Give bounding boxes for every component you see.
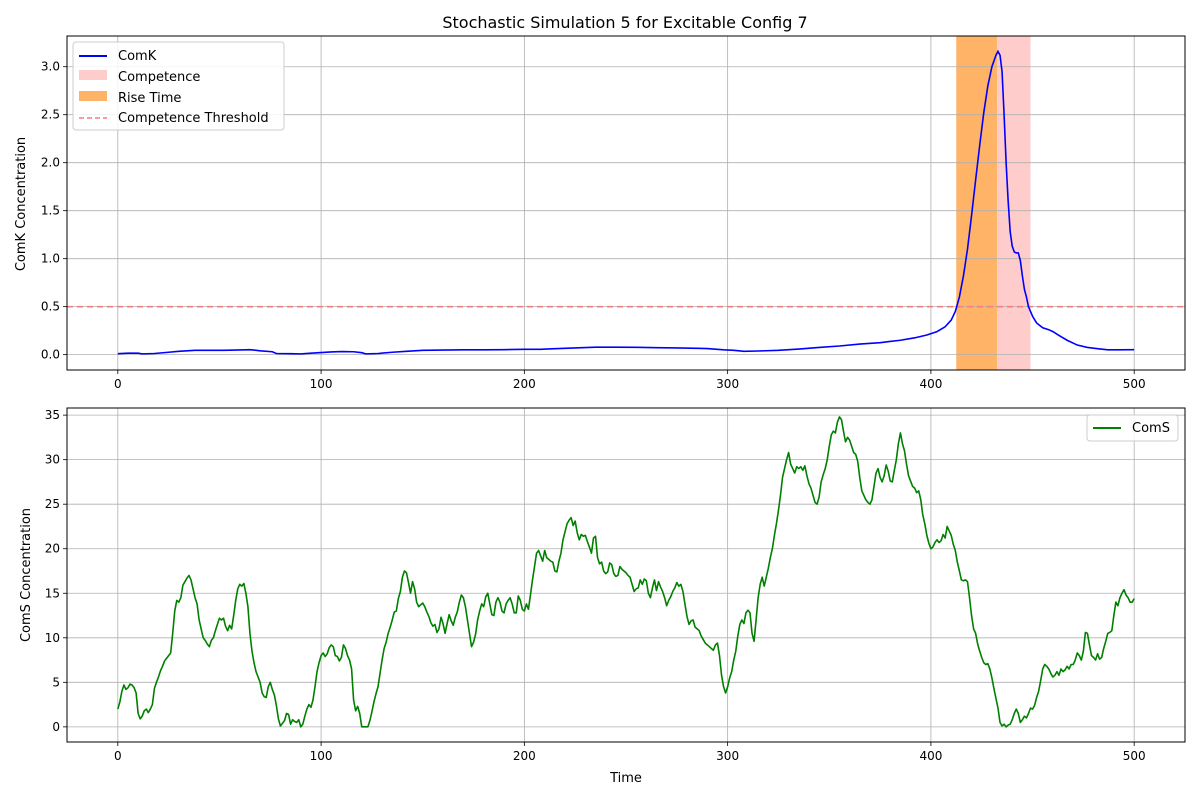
comk-axes-frame: [66, 35, 1186, 371]
coms-y-tick-label: 25: [45, 497, 60, 511]
coms-y-tick-label: 30: [45, 453, 60, 467]
comk-y-tick-label: 0.0: [41, 348, 60, 362]
coms-y-tick-label: 15: [45, 586, 60, 600]
competence-legend-swatch: [79, 70, 107, 80]
coms-y-tick-label: 5: [52, 675, 60, 689]
coms-x-tick-label: 0: [114, 749, 122, 763]
rise-time-span: [956, 36, 997, 370]
comk-y-tick-label: 2.0: [41, 156, 60, 170]
comk-y-tick-label: 1.5: [41, 204, 60, 218]
comk-y-tick-label: 3.0: [41, 60, 60, 74]
comk-y-tick-label: 1.0: [41, 252, 60, 266]
comk-tick-marks: [63, 66, 1135, 374]
coms-y-axis-label: ComS Concentration: [19, 508, 34, 642]
coms-legend: ComS: [1086, 414, 1179, 442]
x-axis-label: Time: [609, 771, 642, 786]
coms-legend-label: ComS: [1132, 421, 1170, 436]
figure-title: Stochastic Simulation 5 for Excitable Co…: [442, 13, 807, 32]
rise-time-legend-label: Rise Time: [118, 91, 181, 106]
coms-y-tick-label: 10: [45, 631, 60, 645]
coms-legend-box: [1086, 414, 1179, 442]
comk-x-tick-label: 500: [1123, 377, 1146, 391]
comk-legend: ComK Competence Rise Time Competence Thr…: [72, 41, 285, 131]
comk-y-tick-label: 2.5: [41, 108, 60, 122]
coms-x-tick-label: 100: [310, 749, 333, 763]
competence-legend-label: Competence: [118, 70, 200, 85]
coms-axes: 0 100 200 300 400 500 0 5 10 15 20 25 30…: [19, 407, 1186, 786]
coms-x-tick-label: 400: [919, 749, 942, 763]
coms-x-tick-label: 200: [513, 749, 536, 763]
comk-legend-box: [72, 41, 285, 131]
comk-x-tick-label: 300: [716, 377, 739, 391]
comk-axes: Stochastic Simulation 5 for Excitable Co…: [14, 13, 1186, 391]
coms-y-tick-label: 0: [52, 720, 60, 734]
coms-y-tick-label: 35: [45, 408, 60, 422]
comk-x-tick-label: 0: [114, 377, 122, 391]
coms-tick-marks: [63, 414, 1135, 746]
comk-y-tick-label: 0.5: [41, 300, 60, 314]
comk-y-axis-label: ComK Concentration: [14, 137, 29, 271]
threshold-legend-label: Competence Threshold: [118, 111, 269, 126]
coms-y-tick-label: 20: [45, 542, 60, 556]
comk-x-tick-label: 400: [919, 377, 942, 391]
comk-x-tick-label: 100: [310, 377, 333, 391]
coms-x-tick-label: 300: [716, 749, 739, 763]
coms-axes-frame: [66, 407, 1186, 743]
rise-time-legend-swatch: [79, 91, 107, 101]
comk-x-tick-label: 200: [513, 377, 536, 391]
comk-legend-label: ComK: [118, 49, 157, 64]
comk-series-line: [117, 49, 1135, 355]
coms-series-line: [117, 416, 1135, 728]
coms-x-tick-label: 500: [1123, 749, 1146, 763]
